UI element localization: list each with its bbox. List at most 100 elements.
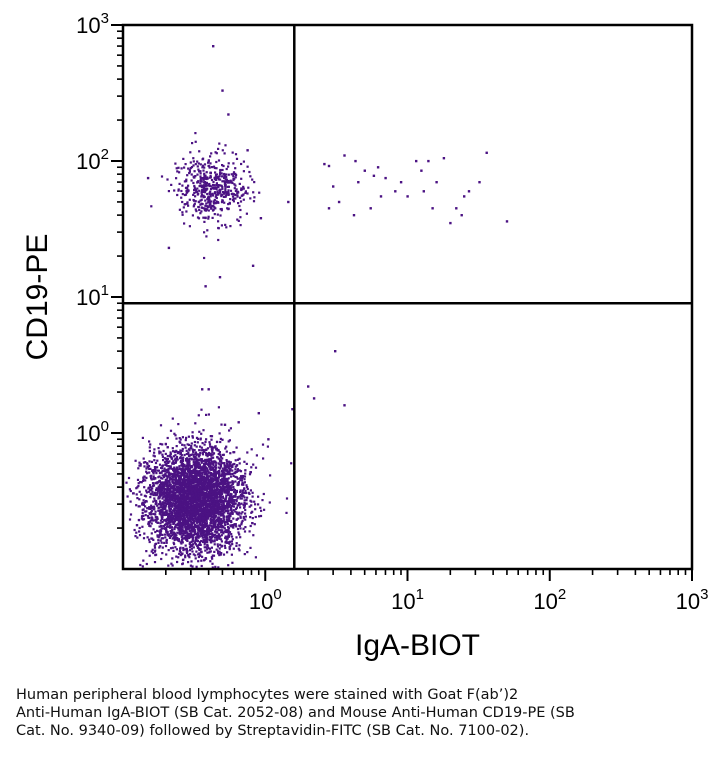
sparse-point (337, 200, 341, 204)
population-1-point (160, 476, 163, 480)
population-1-point (148, 446, 151, 449)
population-1-point (212, 483, 215, 486)
population-1-point (172, 470, 175, 473)
population-1-point (198, 483, 201, 486)
population-1-point (178, 507, 181, 511)
population-2-point (215, 200, 218, 203)
population-1-point (212, 469, 215, 473)
population-1-point (215, 489, 219, 492)
population-1-point (240, 479, 243, 482)
population-1-point (205, 546, 208, 549)
population-1-point (159, 485, 162, 488)
population-1-point (167, 461, 170, 464)
population-1-point (202, 540, 205, 544)
population-1-point (198, 455, 201, 458)
population-1-point (226, 551, 229, 554)
population-1-point (136, 497, 139, 500)
population-1-point (217, 516, 220, 519)
population-2-point (234, 189, 237, 193)
population-1-point (208, 443, 212, 446)
population-1-point (222, 502, 225, 505)
population-1-point (211, 492, 214, 495)
sparse-point (369, 207, 372, 210)
population-1-point (143, 501, 146, 504)
population-1-point (187, 506, 190, 509)
population-1-point (174, 523, 177, 526)
population-1-point (179, 510, 182, 513)
population-1-point (200, 474, 203, 477)
population-1-point (228, 439, 231, 442)
population-1-point (149, 484, 152, 487)
population-1-point (239, 506, 242, 509)
population-1-point (224, 530, 227, 534)
population-1-point (145, 470, 148, 473)
population-1-point (150, 477, 153, 480)
population-1-point (209, 529, 212, 532)
population-2-point (199, 182, 202, 185)
population-1-point (242, 504, 245, 507)
population-1-point (143, 494, 146, 497)
population-1-point (148, 471, 151, 474)
population-1-point (178, 539, 181, 543)
population-2-point (216, 191, 219, 194)
population-1-point (203, 536, 206, 539)
population-1-point (210, 507, 213, 510)
population-2-point (239, 216, 242, 219)
population-1-point (198, 535, 201, 538)
population-1-point (229, 512, 232, 515)
population-1-point (205, 452, 208, 455)
population-1-point (172, 469, 175, 472)
population-1-point (148, 524, 151, 527)
population-1-point (211, 453, 214, 456)
population-1-point (210, 516, 214, 519)
population-1-point (207, 471, 210, 474)
population-2-point (196, 216, 200, 219)
population-1-point (168, 504, 171, 507)
population-2-point (212, 200, 215, 203)
population-1-point (227, 465, 230, 469)
population-1-point (129, 500, 132, 503)
population-1-point (178, 489, 181, 492)
population-2-point (231, 198, 235, 201)
population-1-point (169, 451, 172, 454)
population-1-point (164, 504, 167, 507)
population-1-point (169, 488, 172, 491)
population-1-point (149, 475, 152, 478)
population-1-point (143, 465, 146, 468)
population-1-point (167, 465, 170, 468)
population-1-point (285, 497, 289, 500)
population-1-point (184, 478, 187, 481)
population-1-point (181, 487, 184, 490)
population-1-point (212, 502, 216, 505)
population-1-point (185, 486, 188, 489)
population-1-point (209, 487, 212, 491)
population-1-point (230, 520, 233, 524)
sparse-point (167, 246, 171, 250)
population-1-point (178, 467, 181, 470)
population-1-point (204, 504, 207, 507)
population-2-point (220, 201, 224, 204)
population-2-point (203, 207, 206, 210)
sparse-point (237, 421, 240, 424)
population-2-point (232, 179, 235, 182)
population-1-point (206, 529, 209, 532)
population-1-point (233, 451, 236, 454)
population-1-point (182, 492, 185, 495)
population-1-point (175, 455, 179, 459)
population-1-point (263, 508, 266, 511)
population-2-point (184, 186, 188, 190)
population-1-point (188, 542, 191, 546)
population-2-point (234, 167, 237, 170)
population-2-point (211, 194, 215, 197)
population-1-point (153, 448, 156, 451)
population-1-point (171, 520, 174, 523)
population-1-point (166, 533, 169, 536)
population-1-point (222, 471, 226, 474)
population-1-point (193, 469, 197, 472)
population-1-point (228, 531, 232, 534)
population-1-point (218, 483, 221, 486)
population-1-point (222, 553, 226, 556)
population-1-point (223, 467, 226, 470)
population-2-point (198, 150, 201, 153)
population-1-point (200, 502, 203, 505)
